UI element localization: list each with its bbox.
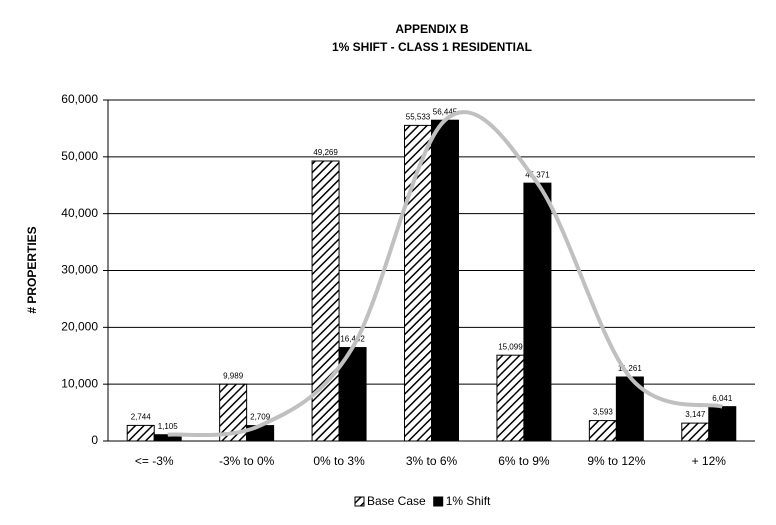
value-label: 45,371 <box>525 170 550 179</box>
value-label: 49,269 <box>313 148 338 157</box>
bar <box>523 182 552 442</box>
value-label: 2,709 <box>250 413 271 422</box>
x-tick-label: 9% to 12% <box>587 454 645 468</box>
legend-swatch <box>433 496 444 507</box>
legend-swatch <box>354 496 365 507</box>
x-tick-label: 3% to 6% <box>406 454 458 468</box>
value-label: 1,105 <box>158 422 179 431</box>
legend-label: Base Case <box>367 494 426 508</box>
value-label: 6,041 <box>712 394 733 403</box>
x-tick-label: + 12% <box>692 454 727 468</box>
value-label: 2,744 <box>131 413 152 422</box>
bar <box>496 354 525 442</box>
y-tick-label: 20,000 <box>61 320 98 334</box>
value-label: 56,445 <box>433 107 458 116</box>
value-label: 3,593 <box>593 408 614 417</box>
x-tick-label: -3% to 0% <box>219 454 275 468</box>
value-label: 3,147 <box>685 410 706 419</box>
bar <box>588 420 617 442</box>
bar <box>311 160 340 442</box>
legend-label: 1% Shift <box>446 494 491 508</box>
y-tick-label: 10,000 <box>61 376 98 390</box>
bar <box>126 424 155 442</box>
y-tick-label: 40,000 <box>61 206 98 220</box>
y-axis-label: # PROPERTIES <box>25 226 39 313</box>
value-label: 11,261 <box>618 364 642 373</box>
y-tick-label: 50,000 <box>61 149 98 163</box>
y-tick-label: 60,000 <box>61 92 98 106</box>
chart-title: APPENDIX B <box>395 22 469 36</box>
x-tick-label: <= -3% <box>135 454 174 468</box>
bar <box>431 119 459 442</box>
value-label: 9,989 <box>223 371 244 380</box>
x-tick-label: 6% to 9% <box>498 454 550 468</box>
chart-subtitle: 1% SHIFT - CLASS 1 RESIDENTIAL <box>332 40 532 54</box>
legend: Base Case 1% Shift <box>354 494 491 508</box>
trend-line <box>167 110 723 438</box>
bar <box>708 406 737 442</box>
bar <box>404 124 432 442</box>
y-tick-label: 30,000 <box>61 263 98 277</box>
bar <box>681 422 710 442</box>
value-label: 16,442 <box>340 335 365 344</box>
value-label: 15,099 <box>498 342 523 351</box>
x-tick-label: 0% to 3% <box>313 454 365 468</box>
value-label: 55,533 <box>406 112 431 121</box>
y-tick-label: 0 <box>91 433 98 447</box>
